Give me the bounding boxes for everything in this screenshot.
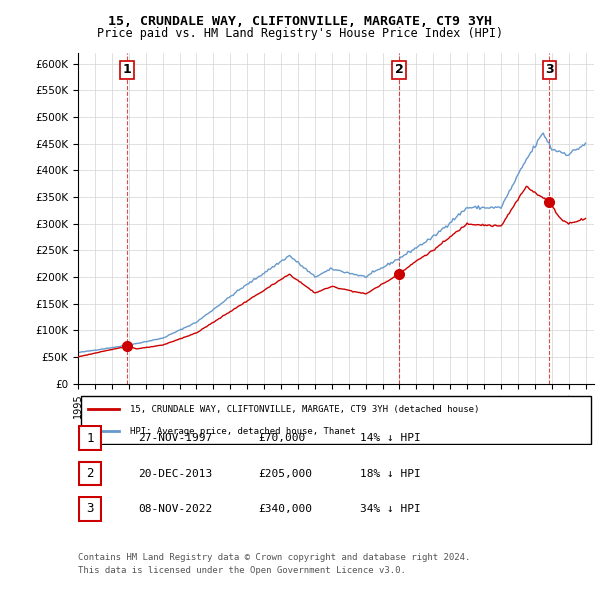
Text: 08-NOV-2022: 08-NOV-2022 (138, 504, 212, 514)
Text: 2: 2 (395, 63, 403, 76)
Text: 3: 3 (86, 502, 94, 516)
Text: 14% ↓ HPI: 14% ↓ HPI (360, 434, 421, 443)
Text: This data is licensed under the Open Government Licence v3.0.: This data is licensed under the Open Gov… (78, 566, 406, 575)
Text: 2: 2 (86, 467, 94, 480)
Text: HPI: Average price, detached house, Thanet: HPI: Average price, detached house, Than… (130, 427, 355, 436)
Text: 34% ↓ HPI: 34% ↓ HPI (360, 504, 421, 514)
FancyBboxPatch shape (79, 497, 101, 521)
FancyBboxPatch shape (80, 396, 592, 444)
Text: 15, CRUNDALE WAY, CLIFTONVILLE, MARGATE, CT9 3YH (detached house): 15, CRUNDALE WAY, CLIFTONVILLE, MARGATE,… (130, 405, 479, 414)
Text: 3: 3 (545, 63, 554, 76)
Text: 1: 1 (86, 431, 94, 445)
Text: £340,000: £340,000 (258, 504, 312, 514)
Text: 27-NOV-1997: 27-NOV-1997 (138, 434, 212, 443)
Text: £205,000: £205,000 (258, 469, 312, 478)
Text: Contains HM Land Registry data © Crown copyright and database right 2024.: Contains HM Land Registry data © Crown c… (78, 553, 470, 562)
Text: 1: 1 (122, 63, 131, 76)
FancyBboxPatch shape (79, 461, 101, 486)
Text: £70,000: £70,000 (258, 434, 305, 443)
Text: 15, CRUNDALE WAY, CLIFTONVILLE, MARGATE, CT9 3YH: 15, CRUNDALE WAY, CLIFTONVILLE, MARGATE,… (108, 15, 492, 28)
Text: 20-DEC-2013: 20-DEC-2013 (138, 469, 212, 478)
Text: 18% ↓ HPI: 18% ↓ HPI (360, 469, 421, 478)
FancyBboxPatch shape (79, 426, 101, 450)
Text: Price paid vs. HM Land Registry's House Price Index (HPI): Price paid vs. HM Land Registry's House … (97, 27, 503, 40)
